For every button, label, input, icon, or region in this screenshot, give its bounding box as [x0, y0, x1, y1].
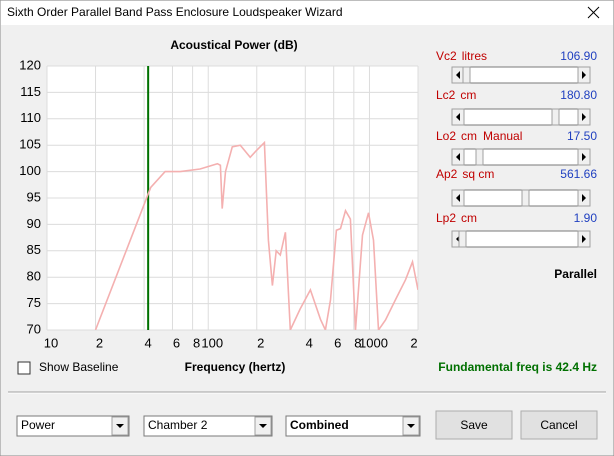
slider-value: 561.66	[560, 167, 597, 181]
y-tick-label: 95	[27, 189, 41, 204]
scrollbar[interactable]	[451, 66, 591, 84]
y-tick-label: 90	[27, 216, 41, 231]
dropdown[interactable]: Power	[16, 415, 130, 437]
y-tick-label: 70	[27, 321, 41, 336]
x-tick-label: 4	[306, 335, 313, 350]
slider-value: 1.90	[574, 211, 598, 225]
series	[94, 66, 418, 330]
slider-lp2: Lp2 cm 1.90	[436, 211, 598, 248]
scrollbar[interactable]	[451, 148, 591, 166]
x-tick-label: 100	[201, 335, 223, 350]
x-tick-label: 2	[96, 335, 103, 350]
slider-value: 180.80	[560, 88, 597, 102]
y-tick-label: 110	[20, 110, 41, 125]
slider-ap2: Ap2 sq cm 561.66	[436, 167, 597, 207]
param-name: Ap2	[436, 167, 458, 181]
slider-value: 106.90	[560, 49, 597, 63]
y-tick-label: 105	[19, 137, 41, 152]
param-name: Lc2	[436, 88, 456, 102]
mode-label: Parallel	[554, 267, 597, 281]
x-tick-label: 10	[44, 335, 58, 350]
x-tick-label: 2	[257, 335, 264, 350]
scrollbar[interactable]	[451, 230, 591, 248]
button-label: Cancel	[540, 418, 577, 432]
slider-lc2: Lc2 cm 180.80	[436, 88, 597, 126]
baseline-checkbox[interactable]: Show Baseline	[17, 360, 119, 375]
y-tick-label: 100	[19, 163, 41, 178]
checkbox-label: Show Baseline	[39, 360, 119, 374]
param-unit: sq cm	[462, 167, 494, 181]
dropdown-value: Chamber 2	[148, 418, 208, 432]
x-tick-label: 1000	[359, 335, 388, 350]
param-unit: cm	[461, 129, 477, 143]
x-tick-label: 6	[173, 335, 180, 350]
param-name: Lo2	[436, 129, 456, 143]
scrollbar[interactable]	[451, 189, 591, 207]
slider-lo2: Lo2 cm Manual 17.50	[436, 129, 597, 166]
title-bar	[1, 1, 613, 25]
button-label: Save	[460, 418, 488, 432]
y-tick-label: 80	[27, 269, 41, 284]
dropdown-value: Combined	[290, 418, 349, 432]
x-tick-label: 8	[193, 335, 200, 350]
close-button[interactable]	[587, 6, 600, 19]
x-tick-label: 2	[410, 335, 417, 350]
slider-label: Vc2 litres	[436, 49, 487, 63]
scrollbar[interactable]	[451, 108, 591, 126]
status-text: Fundamental freq is 42.4 Hz	[438, 360, 597, 374]
x-tick-label: 6	[334, 335, 341, 350]
grid	[46, 65, 419, 331]
x-axis-label: Frequency (hertz)	[185, 360, 286, 374]
dropdown[interactable]: Chamber 2	[143, 415, 273, 437]
x-tick-label: 8	[354, 335, 361, 350]
slider-label: Lo2 cm Manual	[436, 129, 522, 143]
param-unit: cm	[460, 88, 476, 102]
slider-label: Lc2 cm	[436, 88, 476, 102]
y-tick-label: 75	[27, 295, 41, 310]
param-name: Lp2	[436, 211, 456, 225]
slider-label: Lp2 cm	[436, 211, 477, 225]
response-curve	[94, 140, 418, 330]
param-note: Manual	[483, 129, 522, 143]
param-unit: litres	[462, 49, 487, 63]
checkbox-box	[17, 361, 31, 375]
close-icon	[587, 6, 600, 19]
slider-value: 17.50	[567, 129, 597, 143]
x-tick-label: 4	[144, 335, 151, 350]
chart-title: Acoustical Power (dB)	[170, 38, 297, 52]
dropdown-value: Power	[21, 418, 55, 432]
cancel-button[interactable]: Cancel	[520, 410, 598, 440]
dropdown[interactable]: Combined	[285, 415, 421, 437]
y-tick-label: 115	[20, 84, 41, 99]
param-name: Vc2	[436, 49, 457, 63]
slider-label: Ap2 sq cm	[436, 167, 494, 181]
window-title: Sixth Order Parallel Band Pass Enclosure…	[7, 5, 343, 19]
y-tick-label: 120	[19, 57, 41, 72]
save-button[interactable]: Save	[435, 410, 513, 440]
param-unit: cm	[461, 211, 477, 225]
y-tick-label: 85	[27, 242, 41, 257]
slider-vc2: Vc2 litres 106.90	[436, 49, 597, 84]
